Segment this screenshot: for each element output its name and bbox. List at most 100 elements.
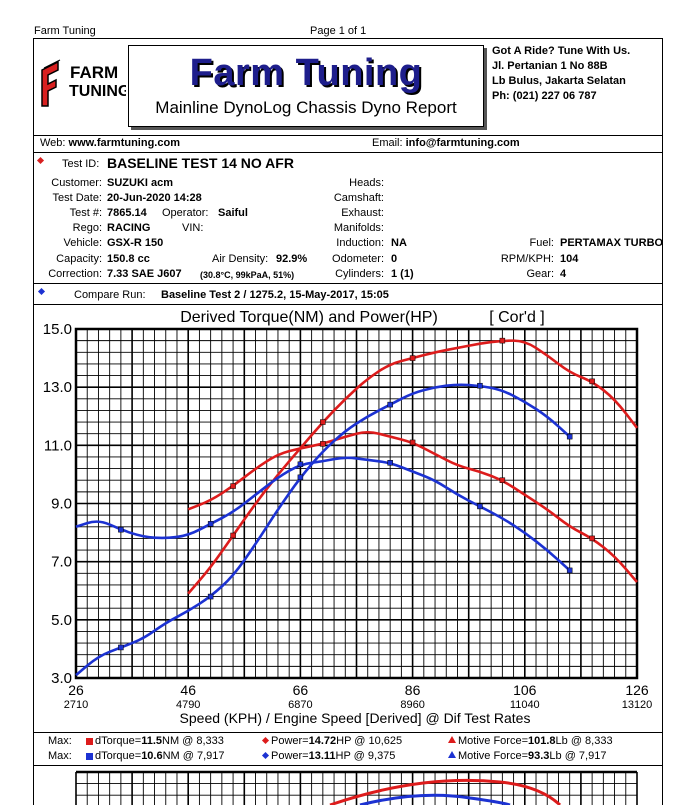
test-date-label: Test Date: xyxy=(52,192,102,204)
series-marker xyxy=(499,337,506,344)
chart-title-note: [ Cor'd ] xyxy=(489,309,545,326)
vin-label: VIN: xyxy=(182,222,204,234)
series-marker xyxy=(409,355,416,361)
email-label: Email: xyxy=(372,137,403,149)
test-id-label: Test ID: xyxy=(62,158,100,170)
blue-square-icon xyxy=(86,753,93,760)
address-line: Jl. Pertanian 1 No 88B xyxy=(492,60,608,72)
rego-value: RACING xyxy=(107,222,151,234)
series-marker xyxy=(409,439,416,446)
summary-dtorque-2: dTorque=10.6NM @ 7,917 xyxy=(95,750,225,762)
test-date-value: 20-Jun-2020 14:28 xyxy=(107,192,202,204)
web-row: Web: www.farmtuning.com xyxy=(40,137,180,149)
correction-label: Correction: xyxy=(48,268,102,280)
summary-motive-1: Motive Force=101.8Lb @ 8,333 xyxy=(458,735,613,747)
chart-title: Derived Torque(NM) and Power(HP) xyxy=(180,309,438,326)
address-line: Ph: (021) 227 06 787 xyxy=(492,90,597,102)
y-tick-label: 15.0 xyxy=(43,321,72,338)
series-marker xyxy=(297,474,304,481)
fuel-value: PERTAMAX TURBO xyxy=(560,237,662,249)
series-marker xyxy=(297,461,304,467)
summary-power-2: Power=13.11HP @ 9,375 xyxy=(271,750,396,762)
report-title-box: Farm Tuning Mainline DynoLog Chassis Dyn… xyxy=(128,45,484,127)
air-density-value: 92.9% xyxy=(276,253,308,265)
heads-label: Heads: xyxy=(349,177,384,189)
induction-label: Induction: xyxy=(336,237,384,249)
vehicle-label: Vehicle: xyxy=(63,237,102,249)
y-tick-label: 7.0 xyxy=(51,554,72,571)
web-link[interactable]: www.farmtuning.com xyxy=(68,137,180,149)
report-title: Farm Tuning xyxy=(189,52,423,94)
red-triangle-icon xyxy=(448,736,456,743)
company-name: Farm Tuning xyxy=(34,25,96,37)
air-density-label: Air Density: xyxy=(212,253,269,265)
chart-series xyxy=(75,337,639,677)
series-marker xyxy=(230,483,236,489)
logo-icon: FARM TUNING xyxy=(41,59,130,107)
series-marker xyxy=(230,532,236,539)
compare-run-label: Compare Run: xyxy=(74,289,146,301)
address-line: Got A Ride? Tune With Us. xyxy=(492,45,631,57)
address-block: Got A Ride? Tune With Us. Jl. Pertanian … xyxy=(492,44,630,104)
second-chart-preview xyxy=(75,770,638,805)
red-square-icon xyxy=(86,738,93,745)
series-marker xyxy=(499,477,506,483)
series-marker xyxy=(477,382,483,389)
x-tick-label: 126 xyxy=(625,682,649,698)
report-subtitle: Mainline DynoLog Chassis Dyno Report xyxy=(155,98,457,117)
x-tick-rpm-label: 13120 xyxy=(622,699,653,711)
summary-dtorque-1: dTorque=11.5NM @ 8,333 xyxy=(95,735,224,747)
plot-frame xyxy=(74,327,639,680)
rpm-kph-label: RPM/KPH: xyxy=(500,253,554,265)
max-label: Max: xyxy=(48,735,72,747)
x-tick-rpm-label: 2710 xyxy=(64,699,88,711)
correction-value: 7.33 SAE J607 xyxy=(107,268,182,280)
x-tick-label: 46 xyxy=(180,682,196,698)
operator-label: Operator: xyxy=(162,207,209,219)
logo-text-1: FARM xyxy=(70,63,118,82)
capacity-label: Capacity: xyxy=(56,253,102,265)
x-tick-rpm-label: 4790 xyxy=(176,699,200,711)
series-marker xyxy=(387,460,393,466)
test-id: BASELINE TEST 14 NO AFR xyxy=(107,155,294,171)
exhaust-label: Exhaust: xyxy=(341,207,384,219)
y-tick-label: 3.0 xyxy=(51,670,72,687)
series-marker xyxy=(207,593,214,600)
x-tick-rpm-label: 11040 xyxy=(510,699,540,711)
series-line xyxy=(187,339,639,595)
compare-run-value: Baseline Test 2 / 1275.2, 15-May-2017, 1… xyxy=(161,289,389,301)
series-marker xyxy=(387,401,393,408)
rego-label: Rego: xyxy=(72,222,102,234)
x-tick-label: 66 xyxy=(293,682,309,698)
test-number-value: 7865.14 xyxy=(107,207,147,219)
correction-detail: (30.8°C, 99kPaA, 51%) xyxy=(200,270,295,280)
summary-power-1: Power=14.72HP @ 10,625 xyxy=(271,735,403,747)
page-number: Page 1 of 1 xyxy=(310,25,367,37)
email-row: Email: info@farmtuning.com xyxy=(372,137,520,149)
x-tick-label: 86 xyxy=(405,682,421,698)
max-label: Max: xyxy=(48,750,72,762)
series-marker xyxy=(589,535,595,542)
summary-motive-2: Motive Force=93.3Lb @ 7,917 xyxy=(458,750,607,762)
email-link[interactable]: info@farmtuning.com xyxy=(405,137,520,149)
manifolds-label: Manifolds: xyxy=(333,222,384,234)
cylinders-label: Cylinders: xyxy=(335,268,384,280)
fuel-label: Fuel: xyxy=(529,237,554,249)
test-number-label: Test #: xyxy=(69,207,102,219)
camshaft-label: Camshaft: xyxy=(333,192,384,204)
induction-value: NA xyxy=(391,237,407,249)
x-tick-rpm-label: 6870 xyxy=(288,699,312,711)
customer-label: Customer: xyxy=(51,177,102,189)
y-tick-label: 11.0 xyxy=(44,437,72,454)
odometer-value: 0 xyxy=(391,253,398,265)
series-line xyxy=(187,430,638,583)
vehicle-value: GSX-R 150 xyxy=(107,237,164,249)
series-marker xyxy=(566,433,573,440)
customer-value: SUZUKI acm xyxy=(107,177,174,189)
x-tick-rpm-label: 8960 xyxy=(400,699,424,711)
series-marker xyxy=(207,521,214,527)
series-marker xyxy=(477,503,483,510)
x-tick-label: 106 xyxy=(513,682,537,698)
odometer-label: Odometer: xyxy=(332,253,384,265)
